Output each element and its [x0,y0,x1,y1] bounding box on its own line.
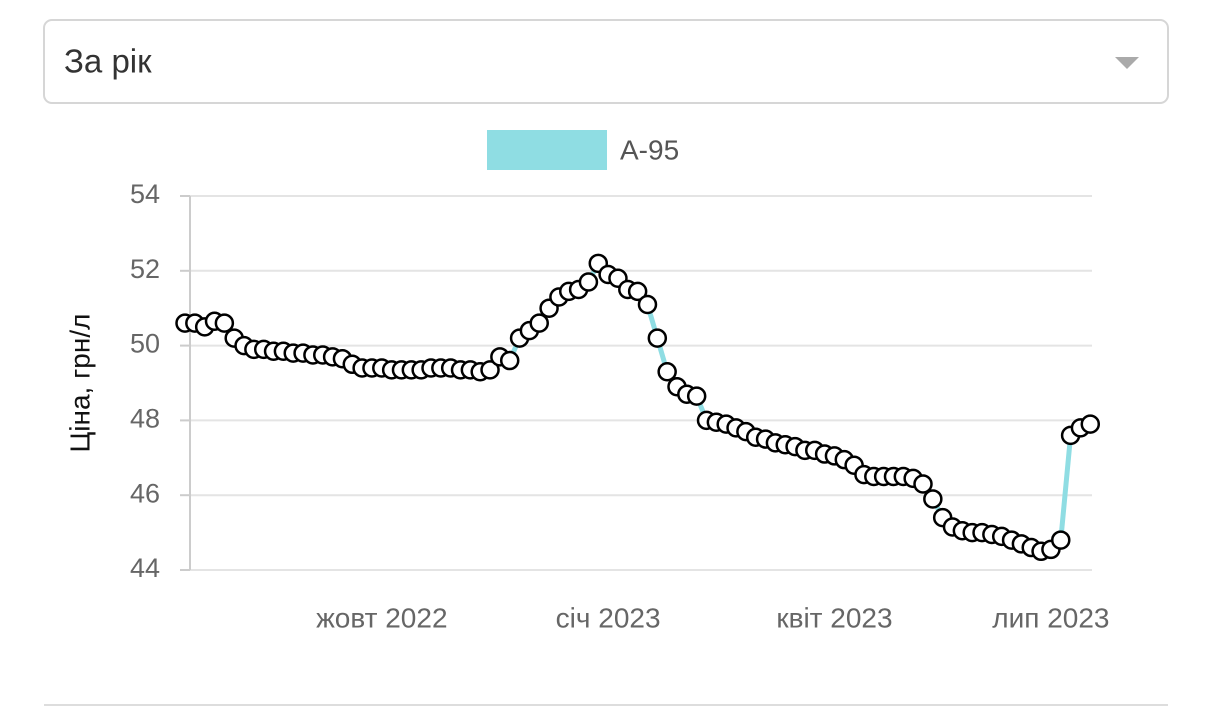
data-point [214,313,235,333]
data-point [1051,530,1071,550]
y-tick-label: 50 [130,329,160,359]
legend-swatch [487,130,607,170]
data-point [913,474,933,494]
data-point [529,313,549,333]
data-point [657,362,677,382]
series-line [185,258,1092,554]
dropdown-box[interactable] [43,19,1169,104]
x-tick-label: жовт 2022 [316,602,447,633]
dropdown-caret[interactable] [1115,57,1139,69]
y-tick-label: 52 [130,254,160,284]
y-tick-label: 44 [130,553,160,583]
y-tick-label: 48 [130,404,160,434]
data-point [647,328,668,348]
y-tick-label: 46 [130,478,160,508]
period-dropdown[interactable]: За рік [43,19,1169,104]
data-point [637,294,658,315]
data-point [480,360,500,380]
data-point [686,386,707,406]
x-tick-label: січ 2023 [556,602,661,633]
y-axis-title: Ціна, грн/л [64,314,95,453]
data-point [923,489,943,509]
dropdown-text[interactable]: За рік [64,43,152,80]
data-point [627,281,648,302]
x-tick-label: лип 2023 [992,602,1109,633]
y-tick-label: 54 [130,179,160,209]
legend-label: A-95 [620,134,679,165]
x-tick-label: квіт 2023 [776,602,892,633]
data-point [1080,414,1101,434]
data-point [499,350,520,371]
data-point [578,272,599,292]
